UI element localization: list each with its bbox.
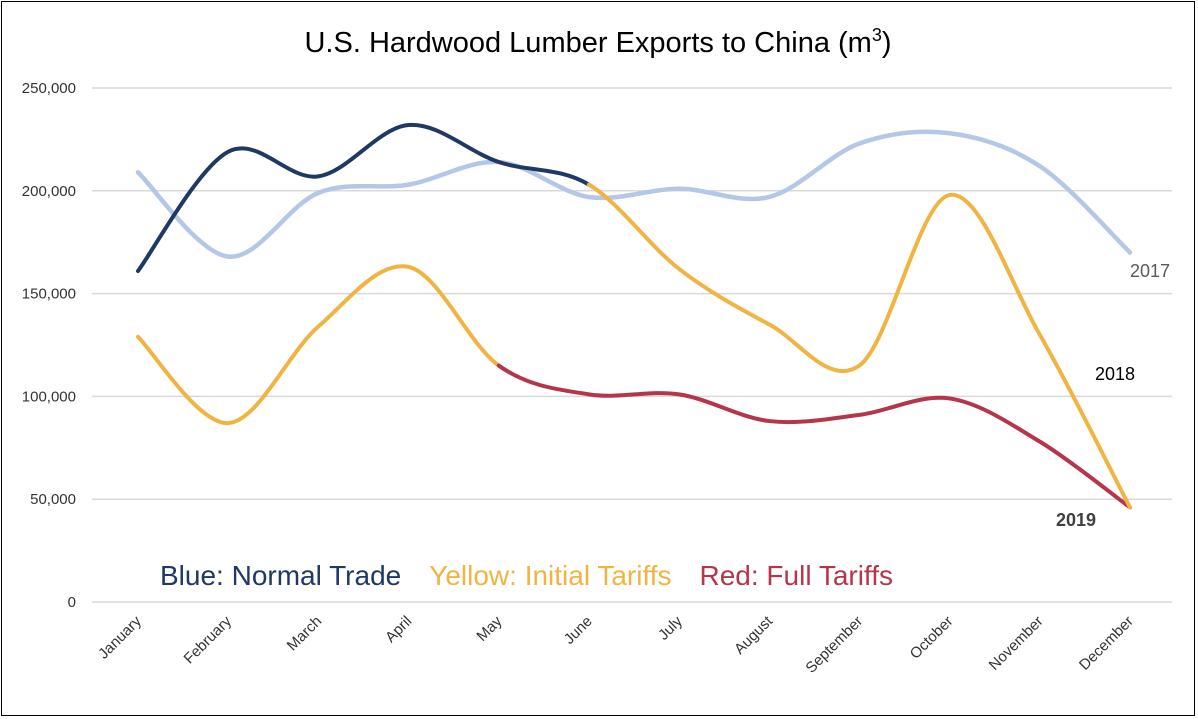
series-2018-initial-line bbox=[586, 182, 1132, 510]
x-tick-label: October bbox=[907, 613, 957, 663]
chart-title: U.S. Hardwood Lumber Exports to China (m… bbox=[304, 25, 891, 59]
series-label-2017: 2017 bbox=[1130, 261, 1170, 281]
legend-item: Red: Full Tariffs bbox=[700, 560, 893, 591]
series-2018-normal-line bbox=[136, 123, 591, 273]
series-2019-full-line bbox=[496, 363, 1132, 510]
x-tick-label: December bbox=[1076, 613, 1137, 674]
x-tick-label: February bbox=[181, 612, 236, 667]
series-2017-history-line bbox=[135, 129, 1133, 259]
y-tick-label: 50,000 bbox=[30, 491, 76, 508]
x-tick-label: May bbox=[473, 612, 505, 644]
y-tick-label: 100,000 bbox=[22, 388, 76, 405]
y-tick-label: 0 bbox=[68, 594, 76, 611]
y-tick-label: 150,000 bbox=[22, 286, 76, 303]
legend-item: Blue: Normal Trade bbox=[160, 560, 401, 591]
x-tick-label: July bbox=[655, 612, 686, 643]
y-tick-label: 200,000 bbox=[22, 183, 76, 200]
legend-item: Yellow: Initial Tariffs bbox=[429, 560, 671, 591]
x-tick-label: August bbox=[731, 612, 777, 658]
x-tick-label: April bbox=[382, 613, 415, 646]
series-2019-initial-line bbox=[136, 264, 501, 426]
x-tick-label: November bbox=[986, 613, 1047, 674]
legend: Blue: Normal Trade Yellow: Initial Tariff… bbox=[160, 560, 893, 591]
x-tick-label: September bbox=[802, 613, 866, 677]
series-label-2019: 2019 bbox=[1056, 510, 1096, 530]
x-tick-label: March bbox=[284, 613, 325, 654]
x-tick-label: January bbox=[95, 612, 145, 662]
x-tick-label: June bbox=[561, 613, 596, 648]
series-label-2018: 2018 bbox=[1095, 364, 1135, 384]
y-tick-label: 250,000 bbox=[22, 80, 76, 97]
